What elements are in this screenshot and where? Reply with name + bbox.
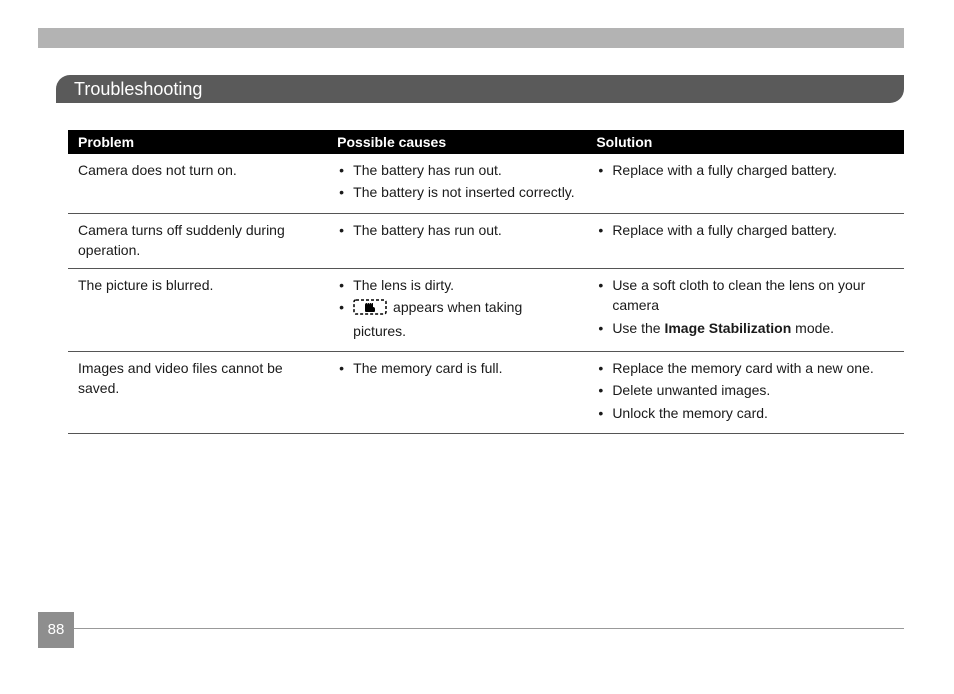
cause-item: The battery has run out.: [353, 160, 576, 180]
footer-divider: [38, 628, 904, 629]
header-causes: Possible causes: [327, 130, 586, 154]
cell-causes: The battery has run out. The battery is …: [327, 154, 586, 213]
shake-warning-icon: [353, 299, 387, 320]
troubleshooting-table-wrap: Problem Possible causes Solution Camera …: [68, 130, 904, 434]
table-header-row: Problem Possible causes Solution: [68, 130, 904, 154]
cell-problem: Images and video files cannot be saved.: [68, 352, 327, 434]
top-gray-bar: [38, 28, 904, 48]
cause-item: The battery is not inserted correctly.: [353, 182, 576, 202]
solution-text-pre: Use the: [612, 320, 664, 336]
solution-item: Replace with a fully charged battery.: [612, 160, 894, 180]
section-title: Troubleshooting: [56, 75, 904, 103]
cause-item: appears when taking pictures.: [353, 297, 576, 341]
table-row: Camera does not turn on. The battery has…: [68, 154, 904, 213]
cell-problem: Camera turns off suddenly during operati…: [68, 213, 327, 269]
cell-solution: Replace with a fully charged battery.: [586, 154, 904, 213]
solution-item: Use the Image Stabilization mode.: [612, 318, 894, 338]
cell-solution: Replace with a fully charged battery.: [586, 213, 904, 269]
header-solution: Solution: [586, 130, 904, 154]
cause-item: The battery has run out.: [353, 220, 576, 240]
solution-item: Unlock the memory card.: [612, 403, 894, 423]
solution-text-post: mode.: [791, 320, 834, 336]
cause-item: The lens is dirty.: [353, 275, 576, 295]
solution-item: Replace the memory card with a new one.: [612, 358, 894, 378]
manual-page: Troubleshooting Problem Possible causes …: [0, 0, 954, 694]
cell-causes: The memory card is full.: [327, 352, 586, 434]
cell-problem: Camera does not turn on.: [68, 154, 327, 213]
cell-solution: Replace the memory card with a new one. …: [586, 352, 904, 434]
cell-causes: The battery has run out.: [327, 213, 586, 269]
cause-item: The memory card is full.: [353, 358, 576, 378]
page-number-tab: 88: [38, 612, 74, 648]
table-row: The picture is blurred. The lens is dirt…: [68, 269, 904, 352]
cell-solution: Use a soft cloth to clean the lens on yo…: [586, 269, 904, 352]
solution-item: Replace with a fully charged battery.: [612, 220, 894, 240]
header-problem: Problem: [68, 130, 327, 154]
image-stabilization-label: Image Stabilization: [664, 320, 791, 336]
solution-item: Delete unwanted images.: [612, 380, 894, 400]
cell-problem: The picture is blurred.: [68, 269, 327, 352]
table-row: Camera turns off suddenly during operati…: [68, 213, 904, 269]
cell-causes: The lens is dirty. appears when taking p…: [327, 269, 586, 352]
solution-item: Use a soft cloth to clean the lens on yo…: [612, 275, 894, 316]
troubleshooting-table: Problem Possible causes Solution Camera …: [68, 130, 904, 434]
table-row: Images and video files cannot be saved. …: [68, 352, 904, 434]
